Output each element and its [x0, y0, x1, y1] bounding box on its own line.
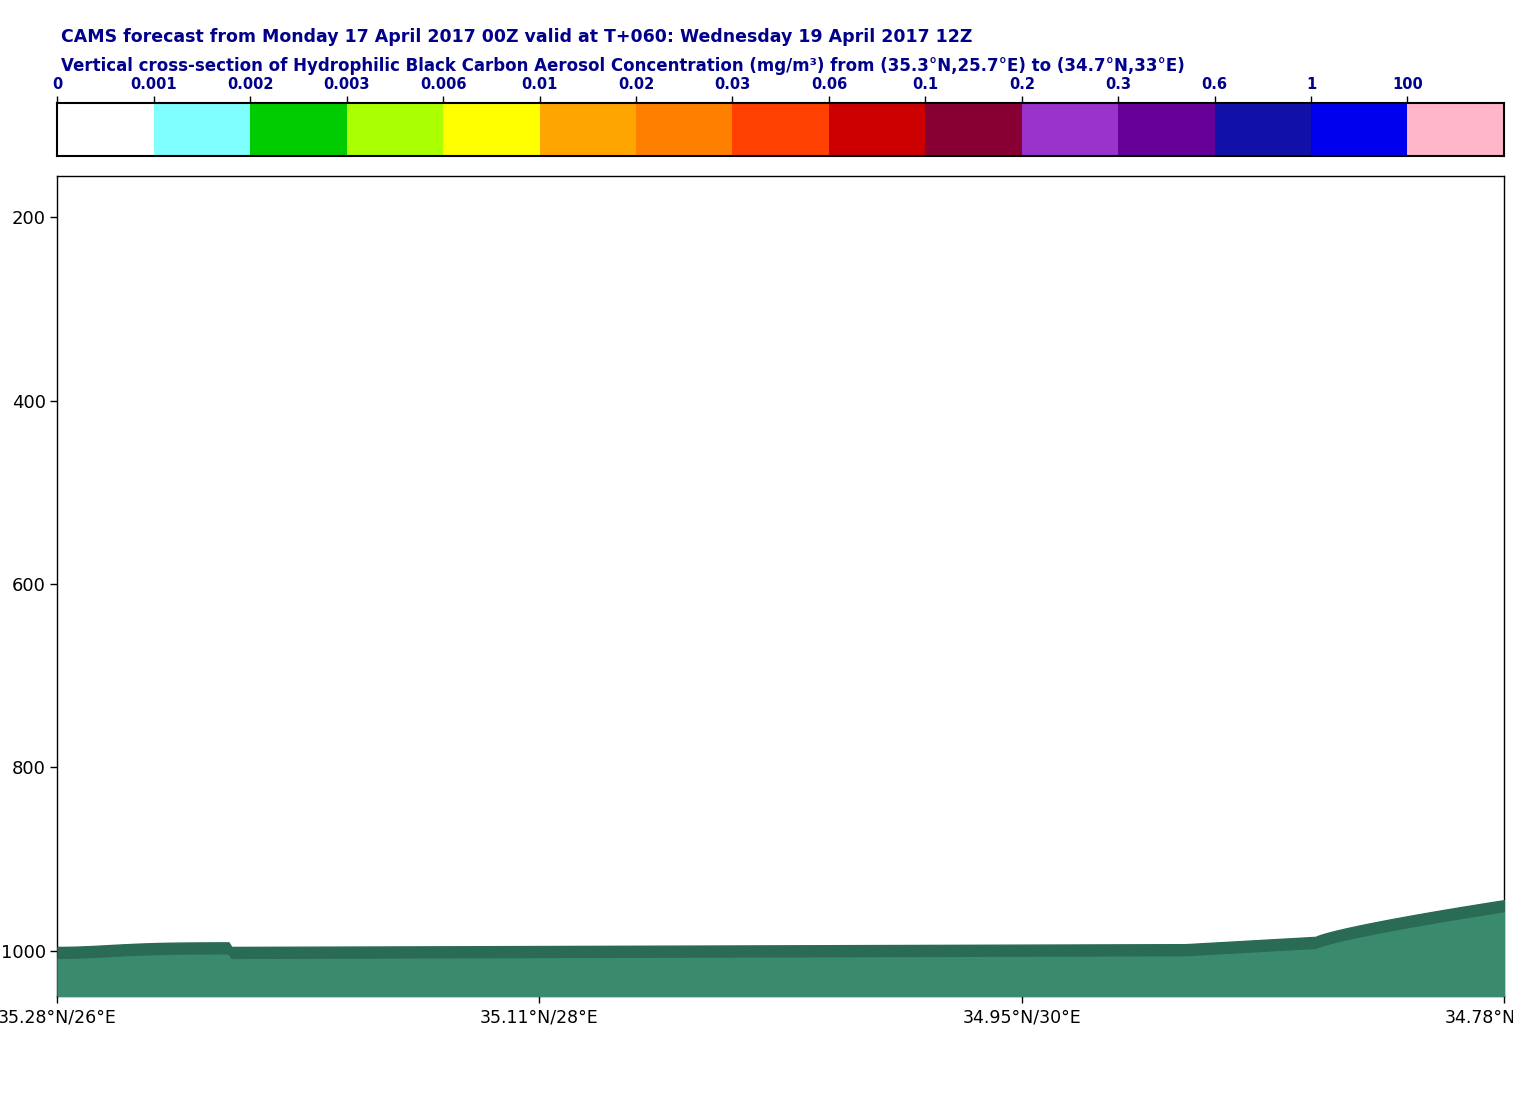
Bar: [154, 103, 250, 156]
Bar: [635, 103, 732, 156]
Bar: [1118, 103, 1215, 156]
Text: CAMS forecast from Monday 17 April 2017 00Z valid at T+060: Wednesday 19 April 2: CAMS forecast from Monday 17 April 2017 …: [61, 28, 971, 45]
Bar: [540, 103, 635, 156]
Bar: [1215, 103, 1312, 156]
Bar: [346, 103, 443, 156]
Bar: [829, 103, 926, 156]
Bar: [1312, 103, 1407, 156]
Bar: [1407, 103, 1504, 156]
Bar: [443, 103, 540, 156]
Bar: [250, 103, 346, 156]
Bar: [926, 103, 1021, 156]
Text: Vertical cross-section of Hydrophilic Black Carbon Aerosol Concentration (mg/m³): Vertical cross-section of Hydrophilic Bl…: [61, 57, 1185, 75]
Bar: [732, 103, 829, 156]
Bar: [57, 103, 154, 156]
Bar: [1021, 103, 1118, 156]
